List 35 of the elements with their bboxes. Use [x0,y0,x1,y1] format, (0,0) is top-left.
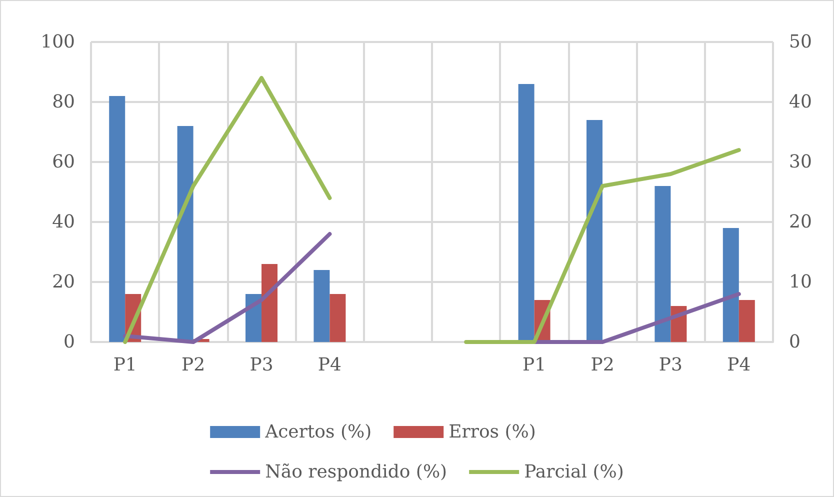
bar [262,264,278,342]
y-tick-label: 40 [52,212,75,232]
x-tick-label: P3 [658,354,682,376]
legend-label: Erros (%) [448,422,536,442]
x-tick-label: P3 [250,354,274,376]
legend-label: Parcial (%) [524,462,624,482]
bar [722,228,739,342]
y2-tick-label: 40 [789,92,812,112]
bar [654,186,671,342]
y-tick-label: 60 [52,152,75,172]
bar [109,96,126,342]
bar [738,300,755,342]
y2-tick-label: 0 [789,332,800,352]
y2-tick-label: 50 [789,32,812,52]
y-tick-label: 80 [52,92,75,112]
x-tick-label: P4 [727,354,751,376]
x-tick-label: P1 [522,354,546,376]
y2-tick-label: 30 [789,152,812,172]
y-tick-label: 20 [52,272,75,292]
bar [330,294,346,342]
x-tick-label: P2 [182,354,206,376]
x-tick-label: P1 [113,354,137,376]
x-tick-label: P2 [590,354,614,376]
x-tick-label: P4 [318,354,342,376]
bar [246,294,262,342]
bar [314,270,330,342]
bar [177,126,194,342]
legend-label: Acertos (%) [264,422,372,442]
bar [518,84,534,342]
bar [586,120,602,342]
y2-tick-label: 20 [789,212,812,232]
y-tick-label: 0 [64,332,75,352]
y2-tick-label: 10 [789,272,812,292]
legend-label: Não respondido (%) [265,462,448,482]
y-tick-label: 100 [40,32,75,52]
